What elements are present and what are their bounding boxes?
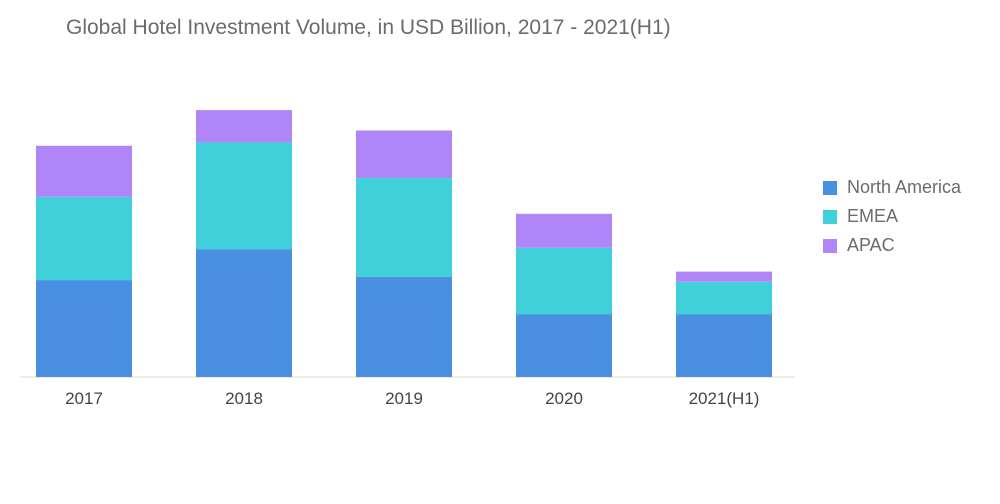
legend-label: APAC <box>847 235 895 255</box>
bar-north-america-2021h1 <box>676 314 772 377</box>
bar-apac-2021h1 <box>676 271 772 282</box>
legend-item: APAC <box>823 231 961 260</box>
bar-emea-2017 <box>36 196 132 281</box>
chart-legend: North America EMEA APAC <box>823 173 961 260</box>
x-tick-labels: 2017 2018 2019 2020 2021(H1) <box>65 389 759 408</box>
bar-apac-2020 <box>516 213 612 248</box>
legend-label: North America <box>847 177 962 197</box>
legend-item: EMEA <box>823 202 961 231</box>
legend-item: North America <box>823 173 961 202</box>
bar-north-america-2020 <box>516 314 612 377</box>
legend-swatch <box>823 180 837 195</box>
legend-swatch <box>823 238 837 253</box>
bar-apac-2017 <box>36 145 132 197</box>
legend-swatch <box>823 209 837 224</box>
x-tick-label: 2018 <box>225 389 263 408</box>
bar-emea-2019 <box>356 178 452 277</box>
x-tick-label: 2019 <box>385 389 423 408</box>
chart-title: Global Hotel Investment Volume, in USD B… <box>66 16 671 39</box>
x-tick-label: 2021(H1) <box>689 389 760 408</box>
legend-label: EMEA <box>847 206 899 226</box>
bar-emea-2020 <box>516 247 612 315</box>
bar-group <box>36 110 772 377</box>
bar-apac-2018 <box>196 110 292 143</box>
x-tick-label: 2020 <box>545 389 583 408</box>
bar-emea-2018 <box>196 142 292 250</box>
bar-apac-2019 <box>356 130 452 179</box>
bar-north-america-2017 <box>36 280 132 377</box>
x-tick-label: 2017 <box>65 389 103 408</box>
bar-north-america-2019 <box>356 276 452 377</box>
bar-emea-2021h1 <box>676 281 772 315</box>
bar-north-america-2018 <box>196 249 292 377</box>
